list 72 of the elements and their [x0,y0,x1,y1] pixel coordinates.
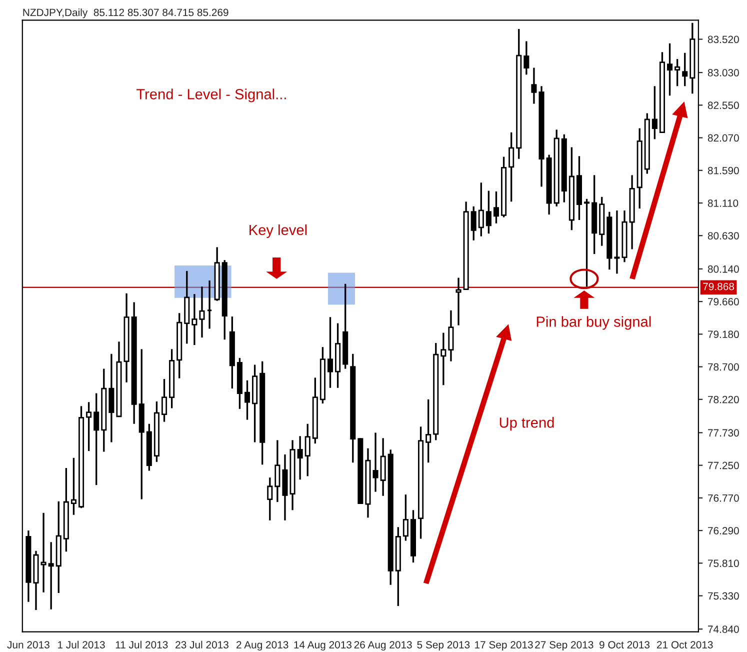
y-tick-label: 82.070 [708,134,739,142]
candlestick [486,190,492,234]
candlestick [508,132,514,202]
candlestick [40,512,46,594]
candlestick [304,423,310,478]
candlestick [470,206,476,242]
x-tick-label: 21 Oct 2013 [657,641,713,648]
y-tick-label: 78.700 [708,363,739,371]
candlestick [652,85,658,140]
candlestick [667,42,673,96]
candlestick [614,210,620,275]
x-tick-label: 11 Jul 2013 [116,640,168,648]
annotation: Key level [250,224,307,238]
candlestick [94,392,100,486]
candlestick [108,353,114,444]
candlestick [584,198,590,288]
y-tick-label: 79.180 [708,330,739,338]
candlestick [297,435,303,480]
candlestick [244,380,250,421]
candlestick [380,437,386,497]
candlestick [674,58,680,87]
candlestick [524,40,530,76]
candlestick [682,52,688,87]
candlestick [274,439,280,503]
y-tick-label: 76.770 [708,494,739,502]
x-tick-label: 14 Aug 2013 [294,641,352,651]
y-tick-label: 80.140 [708,265,739,273]
ref-line-label: 79.868 [703,282,734,290]
y-tick-label: 77.250 [708,462,739,470]
candlestick [493,190,500,224]
x-tick-label: 27 Sep 2013 [535,641,594,651]
candlestick [448,310,454,362]
candlestick [199,286,205,338]
y-tick-label: 80.630 [708,232,739,240]
candlestick [372,432,378,493]
y-tick-label: 82.550 [708,102,739,110]
candlestick [161,378,168,423]
annotation: Up trend [500,417,554,431]
candlestick [192,293,198,346]
chart-title: NZDJPY,Daily 85.112 85.307 84.715 85.269 [23,8,228,18]
candlestick [70,456,76,516]
y-tick-label: 83.520 [708,36,739,44]
x-tick-label: 1 Jul 2013 [58,640,105,648]
y-tick-label: 76.290 [708,527,739,534]
candlestick [86,401,92,452]
candlestick [48,541,54,610]
y-tick-label: 81.110 [708,200,738,207]
candlestick [478,182,484,238]
candlestick [327,316,334,389]
candlestick [531,66,537,105]
annotation: Trend - Level - Signal... [136,88,286,102]
candlestick [402,494,408,542]
candlestick [440,332,446,386]
candlestick [267,476,273,522]
x-tick-label: 17 Sep 2013 [475,641,533,651]
x-tick-label: 9 Oct 2013 [600,641,650,648]
y-tick-label: 81.590 [708,166,739,174]
candlestick [426,398,432,464]
x-tick-label: 23 Jul 2013 [176,640,228,648]
y-tick-label: 78.220 [708,396,739,404]
y-tick-label: 83.030 [708,69,739,76]
x-tick-label: 26 Aug 2013 [354,641,412,651]
x-tick-label: 5 Sep 2013 [417,641,470,651]
x-tick-label: Jun 2013 [7,641,50,648]
y-tick-label: 79.660 [708,298,739,306]
y-tick-label: 75.330 [708,592,739,600]
candlestick [456,276,462,326]
x-tick-label: 2 Aug 2013 [236,641,288,651]
y-tick-label: 75.810 [708,560,739,568]
annotation: Pin bar buy signal [536,316,651,330]
y-tick-label: 74.840 [708,626,739,633]
y-tick-label: 77.730 [708,429,739,437]
